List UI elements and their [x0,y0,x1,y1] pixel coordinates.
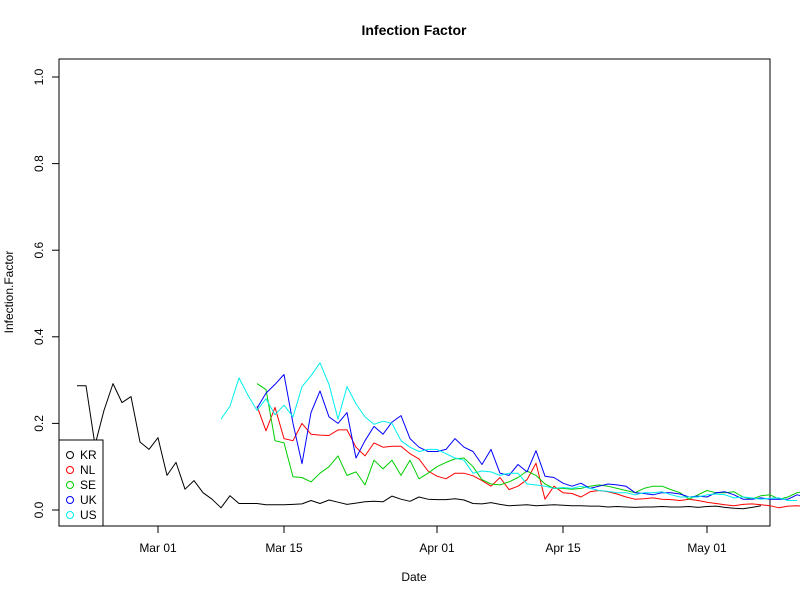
chart-title: Infection Factor [361,22,467,38]
legend-marker-us [66,511,74,519]
y-tick-label: 0.2 [32,415,46,432]
legend-label-se: SE [80,478,96,492]
legend-marker-se [66,481,74,489]
series-lines [77,362,800,510]
legend-label-uk: UK [80,493,97,507]
x-axis: Mar 01 Mar 15 Apr 01 Apr 15 May 01 [139,525,727,555]
x-tick-label: Mar 01 [139,541,177,555]
series-line-uk [256,374,800,500]
legend-label-us: US [80,508,97,522]
legend-label-nl: NL [80,463,96,477]
x-axis-label: Date [401,570,427,584]
legend-label-kr: KR [80,448,97,462]
x-tick-label: Apr 15 [545,541,581,555]
legend-marker-uk [66,496,74,504]
series-line-se [256,383,800,500]
x-tick-label: Apr 01 [419,541,455,555]
series-line-us [220,362,797,501]
legend-marker-nl [66,466,74,474]
y-axis: 0.0 0.2 0.4 0.6 0.8 1.0 [32,68,60,518]
y-axis-label: Infection.Factor [2,251,16,334]
y-tick-label: 0.6 [32,242,46,259]
y-tick-label: 0.8 [32,155,46,172]
x-tick-label: May 01 [687,541,727,555]
y-tick-label: 0.4 [32,328,46,345]
series-line-kr [77,383,762,510]
x-tick-label: Mar 15 [265,541,303,555]
y-tick-label: 0.0 [32,501,46,518]
y-tick-label: 1.0 [32,68,46,85]
legend-marker-kr [66,451,74,459]
